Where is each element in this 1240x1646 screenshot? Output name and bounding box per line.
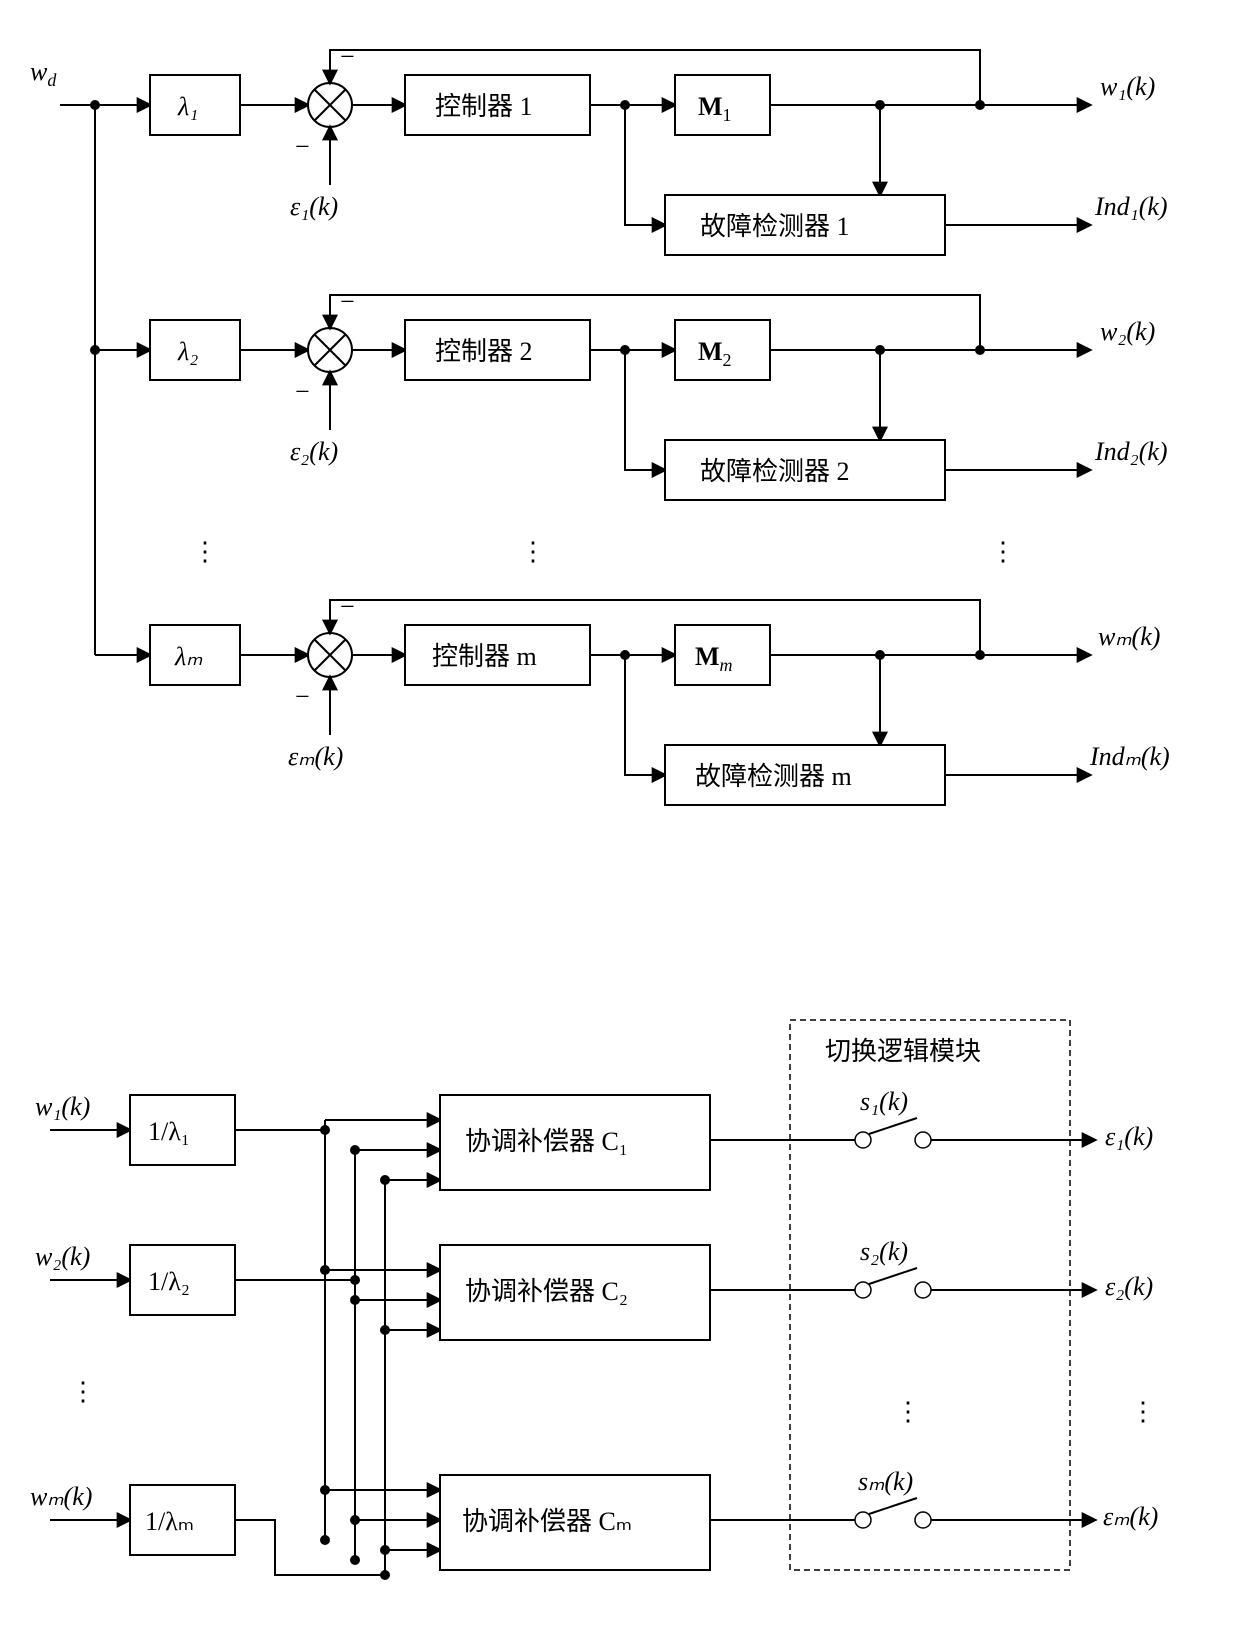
svg-text:Indₘ(k): Indₘ(k) <box>1089 742 1170 771</box>
bottom-row-m: wₘ(k) 1/λₘ 协调补偿器 Cₘ sₘ(k) εₘ(k) <box>30 1467 1158 1580</box>
svg-text:εₘ(k): εₘ(k) <box>288 742 343 771</box>
svg-text:1/λₘ: 1/λₘ <box>145 1507 194 1536</box>
svg-text:⋮: ⋮ <box>1130 1397 1156 1426</box>
svg-text:εₘ(k): εₘ(k) <box>1103 1502 1158 1531</box>
row-1: λ₁ − − ε₁(k) 控制器 1 M1 w₁(k) <box>95 42 1168 255</box>
summing-junction-1 <box>308 83 352 127</box>
svg-text:−: − <box>340 592 355 621</box>
bottom-row-2: w₂(k) 1/λ₂ 协调补偿器 C₂ s₂(k) ε₂(k) <box>35 1237 1153 1340</box>
svg-text:s₁(k): s₁(k) <box>860 1087 908 1116</box>
svg-text:w₂(k): w₂(k) <box>35 1242 90 1271</box>
svg-text:s₂(k): s₂(k) <box>860 1237 908 1266</box>
svg-text:故障检测器 2: 故障检测器 2 <box>700 457 850 486</box>
svg-text:协调补偿器 C₁: 协调补偿器 C₁ <box>465 1127 628 1156</box>
svg-text:⋮: ⋮ <box>895 1397 921 1426</box>
svg-text:协调补偿器 C₂: 协调补偿器 C₂ <box>465 1277 628 1306</box>
epsilon-label-1: ε₁(k) <box>290 192 338 221</box>
svg-text:sₘ(k): sₘ(k) <box>858 1467 913 1496</box>
fault-label-1: 故障检测器 1 <box>700 212 850 241</box>
svg-text:控制器 m: 控制器 m <box>432 642 537 671</box>
block-diagram: wd λ₁ − − ε₁(k) 控制器 1 M1 <box>20 20 1220 1626</box>
row-2: λ₂ − − ε₂(k) 控制器 2 M2 w₂(k) 故障检测器 2 Ind₂… <box>90 287 1168 500</box>
svg-text:−: − <box>295 377 310 406</box>
svg-text:故障检测器 m: 故障检测器 m <box>695 762 852 791</box>
controller-label-1: 控制器 1 <box>435 92 533 121</box>
svg-text:协调补偿器 Cₘ: 协调补偿器 Cₘ <box>462 1507 632 1536</box>
svg-text:ε₂(k): ε₂(k) <box>1105 1272 1153 1301</box>
svg-text:−: − <box>340 287 355 316</box>
summing-junction-m <box>308 633 352 677</box>
svg-text:ε₁(k): ε₁(k) <box>1105 1122 1153 1151</box>
bottom-row-1: w₁(k) 1/λ₁ 协调补偿器 C₁ s₁(k) ε₁(k) <box>35 1087 1153 1190</box>
svg-text:λ₂: λ₂ <box>177 337 198 366</box>
svg-text:Ind₂(k): Ind₂(k) <box>1094 437 1168 466</box>
svg-text:1/λ₂: 1/λ₂ <box>148 1267 190 1296</box>
svg-text:ε₂(k): ε₂(k) <box>290 437 338 466</box>
lambda-label-1: λ₁ <box>177 92 198 121</box>
minus-top-1: − <box>340 42 355 71</box>
svg-text:wₘ(k): wₘ(k) <box>1098 622 1160 651</box>
svg-text:wₘ(k): wₘ(k) <box>30 1482 92 1511</box>
minus-bot-1: − <box>295 132 310 161</box>
row-m: λₘ − − εₘ(k) 控制器 m Mm wₘ(k) 故障检测器 m Indₘ… <box>95 592 1170 805</box>
vdots-1: ⋮ <box>192 537 218 566</box>
summing-junction-2 <box>308 328 352 372</box>
svg-text:1/λ₁: 1/λ₁ <box>148 1117 190 1146</box>
svg-text:λₘ: λₘ <box>174 642 203 671</box>
svg-text:−: − <box>295 682 310 711</box>
svg-text:控制器 2: 控制器 2 <box>435 337 533 366</box>
svg-text:w₁(k): w₁(k) <box>35 1092 90 1121</box>
svg-text:w₂(k): w₂(k) <box>1100 317 1155 346</box>
switch-logic-label: 切换逻辑模块 <box>825 1037 981 1066</box>
w-out-1: w₁(k) <box>1100 72 1155 101</box>
svg-text:⋮: ⋮ <box>70 1377 96 1406</box>
input-label: wd <box>30 57 57 90</box>
vdots-2: ⋮ <box>520 537 546 566</box>
vdots-3: ⋮ <box>990 537 1016 566</box>
ind-out-1: Ind₁(k) <box>1094 192 1168 221</box>
